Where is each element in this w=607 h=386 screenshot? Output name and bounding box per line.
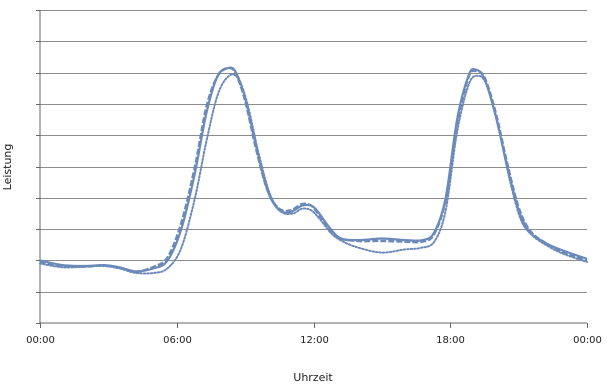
axes — [36, 10, 587, 324]
series-lines — [39, 66, 588, 275]
series-line-solid — [39, 66, 588, 273]
x-tick-label-2: 12:00 — [300, 335, 329, 346]
x-axis-label: Uhrzeit — [293, 371, 333, 384]
x-ticks: 00:00 06:00 12:00 18:00 00:00 — [26, 323, 602, 346]
x-tick-label-1: 06:00 — [163, 335, 192, 346]
series-line-dashed — [39, 66, 588, 273]
x-tick-label-4: 00:00 — [573, 335, 602, 346]
x-tick-label-0: 00:00 — [26, 335, 55, 346]
y-axis-label: Leistung — [1, 144, 14, 191]
grid-lines — [40, 10, 587, 293]
series-line-dotted — [39, 73, 588, 275]
x-tick-label-3: 18:00 — [436, 335, 465, 346]
